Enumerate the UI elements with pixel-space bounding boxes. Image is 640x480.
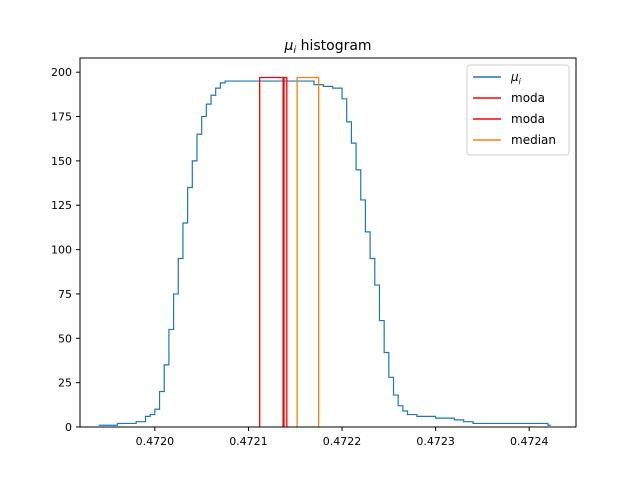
plot-area xyxy=(98,76,551,427)
legend-box xyxy=(466,64,570,156)
series-box-moda-2 xyxy=(282,76,288,427)
series-line-mu-i xyxy=(98,80,551,426)
y-tick-label: 75 xyxy=(58,288,72,301)
y-tick-label: 125 xyxy=(51,199,72,212)
x-tick-label: 0.4721 xyxy=(229,435,268,448)
y-tick-label: 100 xyxy=(51,244,72,257)
x-tick-label: 0.4722 xyxy=(323,435,362,448)
series-box-moda-1 xyxy=(259,76,285,427)
legend-label: median xyxy=(511,133,556,147)
y-tick-label: 50 xyxy=(58,332,72,345)
legend-label: μi xyxy=(510,70,522,86)
x-tick-label: 0.4723 xyxy=(416,435,455,448)
legend: μi moda moda median xyxy=(466,64,570,156)
y-tick-label: 25 xyxy=(58,377,72,390)
series-box-median-3 xyxy=(296,76,320,427)
legend-label: moda xyxy=(511,112,545,126)
y-tick-label: 175 xyxy=(51,111,72,124)
x-tick-label: 0.4720 xyxy=(136,435,175,448)
y-tick-label: 0 xyxy=(65,421,72,434)
legend-label: moda xyxy=(511,91,545,105)
x-tick-label: 0.4724 xyxy=(510,435,549,448)
axes-frame xyxy=(79,57,577,428)
y-tick-label: 200 xyxy=(51,66,72,79)
chart-title: μi histogram xyxy=(283,38,371,56)
y-tick-label: 150 xyxy=(51,155,72,168)
axes: 0.4720 0.4721 0.4722 0.4723 0.4724 0 25 50 75 100… xyxy=(51,57,577,448)
